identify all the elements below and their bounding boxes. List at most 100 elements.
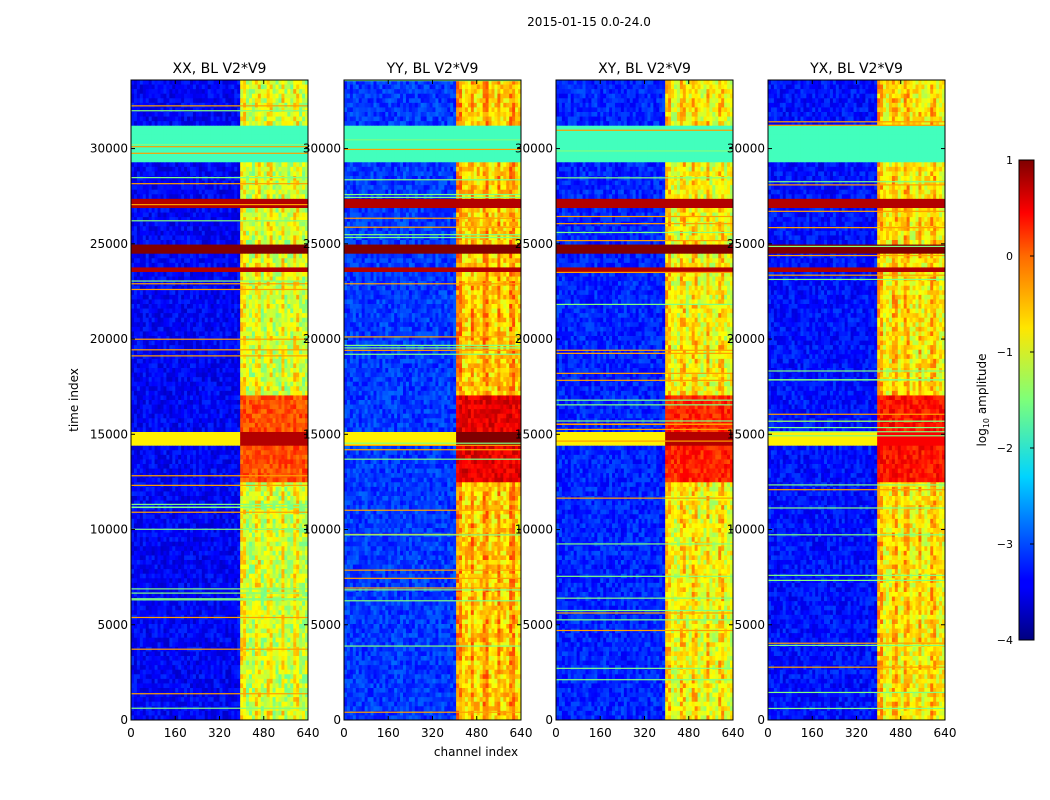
heatmap-cell [278, 418, 282, 424]
heatmap-cell [187, 116, 191, 122]
heatmap-cell [240, 436, 244, 442]
heatmap-cell [213, 349, 217, 355]
heatmap-cell [166, 422, 170, 428]
heatmap-cell [257, 290, 262, 296]
heatmap-cell [133, 390, 138, 396]
heatmap-cell [219, 226, 223, 232]
heatmap-cell [178, 445, 182, 451]
heatmap-cell [216, 139, 220, 145]
heatmap-cell [257, 235, 262, 241]
heatmap-cell [251, 285, 256, 291]
heatmap-cell [195, 185, 200, 191]
heatmap-cell [181, 454, 185, 460]
heatmap-cell [290, 299, 294, 305]
heatmap-cell [296, 304, 300, 309]
heatmap-cell [216, 427, 220, 433]
heatmap-cell [299, 89, 303, 95]
heatmap-cell [240, 162, 244, 168]
heatmap-cell [305, 299, 309, 305]
heatmap-cell [228, 308, 232, 314]
heatmap-cell [148, 368, 153, 373]
heatmap-cell [275, 363, 279, 369]
heatmap-cell [240, 427, 244, 433]
heatmap-cell [190, 349, 194, 355]
heatmap-cell [246, 198, 250, 204]
heatmap-cell [225, 221, 229, 227]
heatmap-cell [254, 400, 259, 405]
heatmap-cell [198, 107, 203, 113]
heatmap-cell [293, 194, 297, 200]
heatmap-cell [204, 153, 209, 159]
heatmap-cell [131, 427, 135, 433]
heatmap-cell [237, 454, 241, 460]
heatmap-cell [254, 240, 259, 245]
heatmap-cell [275, 386, 279, 392]
heatmap-cell [254, 166, 259, 172]
heatmap-cell [263, 157, 268, 163]
heatmap-cell [225, 180, 229, 186]
heatmap-cell [281, 368, 285, 373]
heatmap-cell [190, 258, 194, 264]
heatmap-cell [263, 130, 268, 136]
heatmap-cell [207, 313, 212, 319]
heatmap-cell [243, 235, 247, 241]
heatmap-cell [293, 418, 297, 424]
heatmap-cell [290, 212, 294, 218]
heatmap-cell [157, 445, 161, 451]
heatmap-cell [190, 112, 194, 117]
heatmap-cell [133, 313, 138, 319]
heatmap-cell [195, 171, 200, 177]
heatmap-cell [163, 162, 167, 168]
heatmap-cell [281, 258, 285, 264]
heatmap-cell [207, 107, 212, 113]
heatmap-cell [299, 304, 303, 309]
heatmap-cell [148, 372, 153, 378]
heatmap-cell [296, 418, 300, 424]
heatmap-cell [275, 441, 279, 447]
heatmap-cell [131, 326, 135, 332]
heatmap-cell [305, 153, 309, 159]
heatmap-cell [166, 441, 170, 447]
heatmap-cell [249, 441, 253, 447]
heatmap-cell [257, 413, 262, 419]
heatmap-cell [287, 171, 291, 177]
heatmap-cell [190, 230, 194, 236]
heatmap-cell [246, 290, 250, 296]
heatmap-cell [131, 244, 135, 250]
heatmap-cell [219, 276, 223, 282]
heatmap-cell [228, 354, 232, 360]
heatmap-cell [281, 418, 285, 424]
heatmap-cell [142, 235, 147, 241]
heatmap-cell [148, 244, 153, 250]
heatmap-cell [275, 134, 279, 140]
heatmap-cell [190, 185, 194, 191]
heatmap-cell [284, 212, 288, 218]
heatmap-cell [190, 454, 194, 460]
heatmap-cell [293, 340, 297, 346]
heatmap-cell [266, 390, 271, 396]
heatmap-cell [275, 395, 279, 401]
heatmap-cell [148, 432, 153, 437]
heatmap-cell [157, 84, 161, 90]
heatmap-cell [157, 139, 161, 145]
heatmap-cell [225, 368, 229, 373]
heatmap-cell [240, 221, 244, 227]
heatmap-cell [290, 249, 294, 255]
heatmap-cell [192, 112, 197, 117]
heatmap-cell [148, 272, 153, 277]
heatmap-cell [266, 162, 271, 168]
heatmap-cell [195, 432, 200, 437]
heatmap-cell [243, 390, 247, 396]
heatmap-cell [246, 171, 250, 177]
heatmap-cell [178, 249, 182, 255]
heatmap-cell [302, 198, 306, 204]
heatmap-cell [160, 409, 164, 415]
heatmap-cell [201, 80, 206, 85]
heatmap-cell [198, 436, 203, 442]
heatmap-cell [296, 340, 300, 346]
heatmap-cell [198, 166, 203, 172]
heatmap-cell [169, 162, 173, 168]
heatmap-cell [187, 450, 191, 456]
heatmap-cell [299, 262, 303, 268]
heatmap-cell [169, 125, 173, 131]
